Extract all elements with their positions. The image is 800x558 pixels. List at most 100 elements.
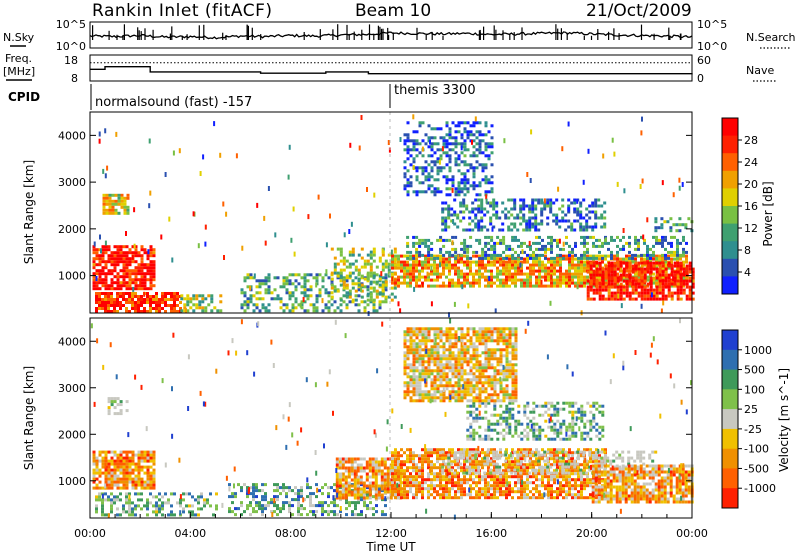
echo-cell <box>479 145 482 148</box>
echo-cell <box>534 214 537 217</box>
echo-cell <box>562 276 565 279</box>
echo-cell <box>553 261 556 264</box>
echo-cell <box>300 507 303 510</box>
echo-cell <box>446 154 449 157</box>
echo-cell <box>117 397 120 400</box>
echo-cell <box>369 494 372 497</box>
echo-cell <box>394 296 397 299</box>
echo-cell <box>403 472 406 475</box>
echo-cell <box>626 283 629 286</box>
echo-cell <box>668 262 671 265</box>
echo-cell <box>421 496 424 499</box>
echo-cell <box>141 260 144 263</box>
echo-cell <box>404 160 407 163</box>
echo-cell <box>126 487 129 490</box>
echo-cell <box>638 295 641 298</box>
echo-cell <box>410 181 413 184</box>
echo-cell <box>590 268 593 271</box>
echo-cell <box>490 270 493 273</box>
echo-cell <box>409 481 412 484</box>
echo-cell <box>415 270 418 273</box>
echo-cell <box>461 181 464 184</box>
echo-cell <box>179 501 182 504</box>
echo-speck <box>102 169 104 174</box>
echo-cell <box>571 261 574 264</box>
echo-cell <box>608 283 611 286</box>
echo-cell <box>358 269 361 272</box>
echo-cell <box>191 513 194 516</box>
echo-cell <box>531 199 534 202</box>
echo-cell <box>478 493 481 496</box>
echo-cell <box>249 513 252 516</box>
echo-cell <box>105 272 108 275</box>
echo-cell <box>535 261 538 264</box>
echo-cell <box>126 284 129 287</box>
echo-cell <box>382 284 385 287</box>
echo-cell <box>153 469 156 472</box>
echo-cell <box>571 251 574 254</box>
echo-cell <box>345 501 348 504</box>
echo-cell <box>336 458 339 461</box>
echo-cell <box>433 257 436 260</box>
echo-cell <box>445 285 448 288</box>
echo-cell <box>93 475 96 478</box>
echo-cell <box>424 264 427 267</box>
echo-cell <box>526 276 529 279</box>
echo-cell <box>99 269 102 272</box>
echo-cell <box>579 214 582 217</box>
echo-cell <box>146 301 149 304</box>
echo-cell <box>415 264 418 267</box>
echo-cell <box>507 217 510 220</box>
echo-cell <box>464 130 467 133</box>
echo-cell <box>96 248 99 251</box>
echo-cell <box>256 279 259 282</box>
echo-cell <box>466 245 469 248</box>
echo-cell <box>469 257 472 260</box>
echo-cell <box>499 279 502 282</box>
echo-cell <box>490 276 493 279</box>
echo-cell <box>484 490 487 493</box>
echo-cell <box>444 229 447 232</box>
echo-cell <box>485 154 488 157</box>
echo-cell <box>182 498 185 501</box>
echo-cell <box>640 258 643 261</box>
echo-cell <box>671 271 674 274</box>
echo-cell <box>255 495 258 498</box>
echo-cell <box>421 469 424 472</box>
colorbar-tick-label: 24 <box>744 156 758 169</box>
echo-cell <box>360 479 363 482</box>
echo-cell <box>369 485 372 488</box>
echo-cell <box>126 469 129 472</box>
echo-cell <box>469 264 472 267</box>
echo-cell <box>568 251 571 254</box>
echo-cell <box>132 260 135 263</box>
echo-cell <box>596 271 599 274</box>
echo-cell <box>125 495 128 498</box>
echo-cell <box>146 292 149 295</box>
echo-cell <box>541 475 544 478</box>
echo-cell <box>340 269 343 272</box>
echo-cell <box>529 254 532 257</box>
echo-cell <box>415 487 418 490</box>
echo-cell <box>164 492 167 495</box>
echo-cell <box>455 190 458 193</box>
echo-cell <box>437 172 440 175</box>
echo-cell <box>268 285 271 288</box>
echo-cell <box>107 301 110 304</box>
echo-cell <box>387 467 390 470</box>
echo-cell <box>143 504 146 507</box>
echo-cell <box>614 265 617 268</box>
echo-cell <box>496 490 499 493</box>
echo-speck <box>263 216 265 221</box>
echo-cell <box>421 466 424 469</box>
echo-cell <box>448 270 451 273</box>
echo-cell <box>255 501 258 504</box>
echo-cell <box>556 261 559 264</box>
echo-speck <box>106 166 108 171</box>
echo-cell <box>107 304 110 307</box>
echo-cell <box>366 473 369 476</box>
echo-cell <box>111 478 114 481</box>
echo-cell <box>436 472 439 475</box>
echo-cell <box>111 481 114 484</box>
